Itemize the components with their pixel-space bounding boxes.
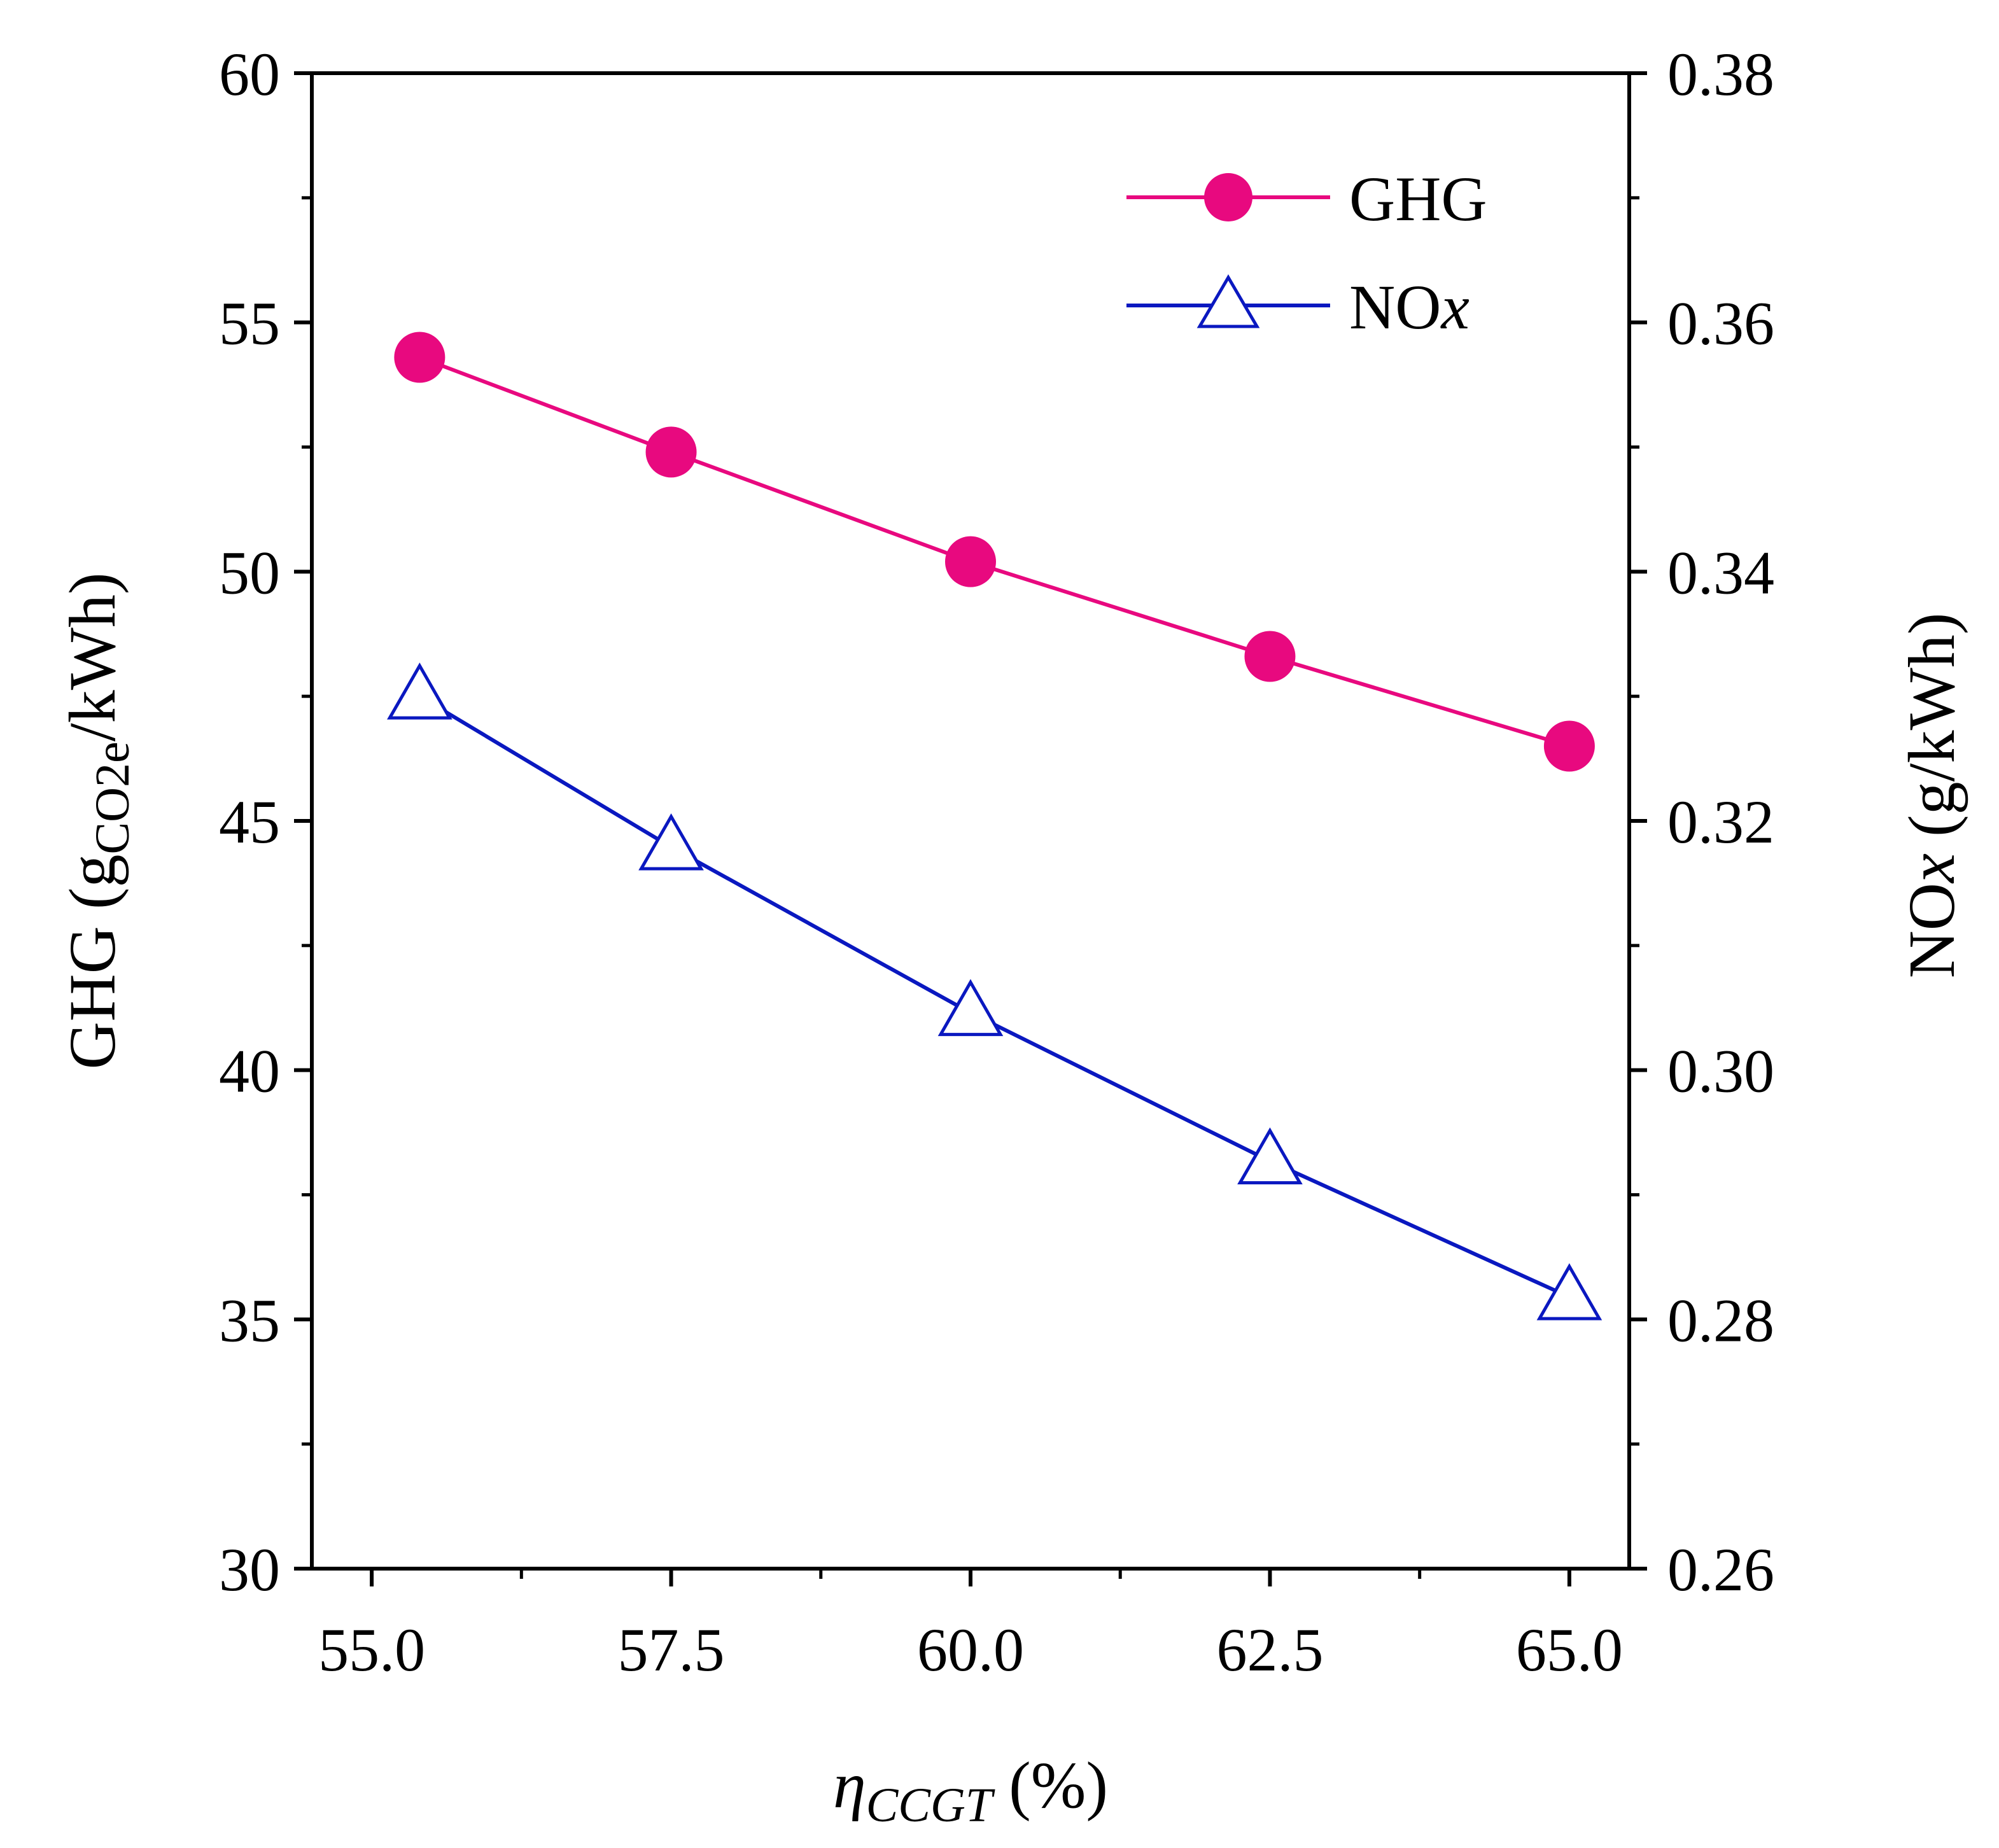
x-tick-label: 60.0 (917, 1616, 1024, 1684)
right-y-tick-label: 0.36 (1667, 290, 1774, 358)
series-layer (387, 332, 1603, 1320)
right-y-tick-label: 0.30 (1667, 1037, 1774, 1105)
right-y-axis-title: NOx (g/kWh) (1895, 613, 1968, 979)
left-y-tick-label: 60 (219, 40, 280, 108)
left-y-axis-title: GHG (gCO2e/kWh) (56, 573, 139, 1070)
left-y-tick-label: 55 (219, 290, 280, 358)
right-y-tick-label: 0.26 (1667, 1536, 1774, 1604)
left-y-tick-label: 35 (219, 1286, 280, 1354)
right-y-tick-label: 0.32 (1667, 788, 1774, 856)
x-tick-label: 55.0 (318, 1616, 425, 1684)
ghg-data-point (645, 426, 697, 478)
ghg-series-line (419, 355, 1570, 748)
ghg-data-point (1244, 631, 1296, 682)
ghg-data-point (394, 332, 445, 383)
x-axis-title: ηCCGT (%) (833, 1749, 1108, 1832)
right-y-tick-label: 0.34 (1667, 538, 1774, 606)
ghg-data-point (945, 536, 996, 587)
nox-data-point (1237, 1127, 1303, 1185)
ghg-data-point (1543, 720, 1595, 772)
x-tick-label: 57.5 (618, 1616, 725, 1684)
x-axis-ticks: 55.0 57.5 60.0 62.5 65.0 (318, 1569, 1623, 1684)
right-y-tick-label: 0.28 (1667, 1286, 1774, 1354)
nox-data-point (638, 813, 704, 871)
nox-data-point (387, 662, 452, 720)
left-y-tick-label: 50 (219, 538, 280, 606)
left-y-tick-label: 45 (219, 788, 280, 856)
legend: GHG NOx (1126, 164, 1487, 342)
legend-ghg-label: GHG (1349, 164, 1487, 234)
left-y-axis-ticks: 30 35 40 45 50 55 60 (219, 40, 312, 1604)
nox-data-point (937, 979, 1004, 1037)
right-y-tick-label: 0.38 (1667, 40, 1774, 108)
legend-ghg-marker (1204, 173, 1252, 221)
legend-nox-marker (1196, 274, 1260, 328)
left-y-tick-label: 40 (219, 1037, 280, 1105)
x-tick-label: 62.5 (1216, 1616, 1323, 1684)
right-y-axis-ticks: 0.26 0.28 0.30 0.32 0.34 0.36 0.38 (1629, 40, 1774, 1604)
legend-nox-label: NOx (1349, 272, 1469, 342)
nox-series-line (418, 694, 1571, 1299)
nox-data-point (1536, 1263, 1603, 1320)
x-tick-label: 65.0 (1516, 1616, 1623, 1684)
left-y-tick-label: 30 (219, 1536, 280, 1604)
